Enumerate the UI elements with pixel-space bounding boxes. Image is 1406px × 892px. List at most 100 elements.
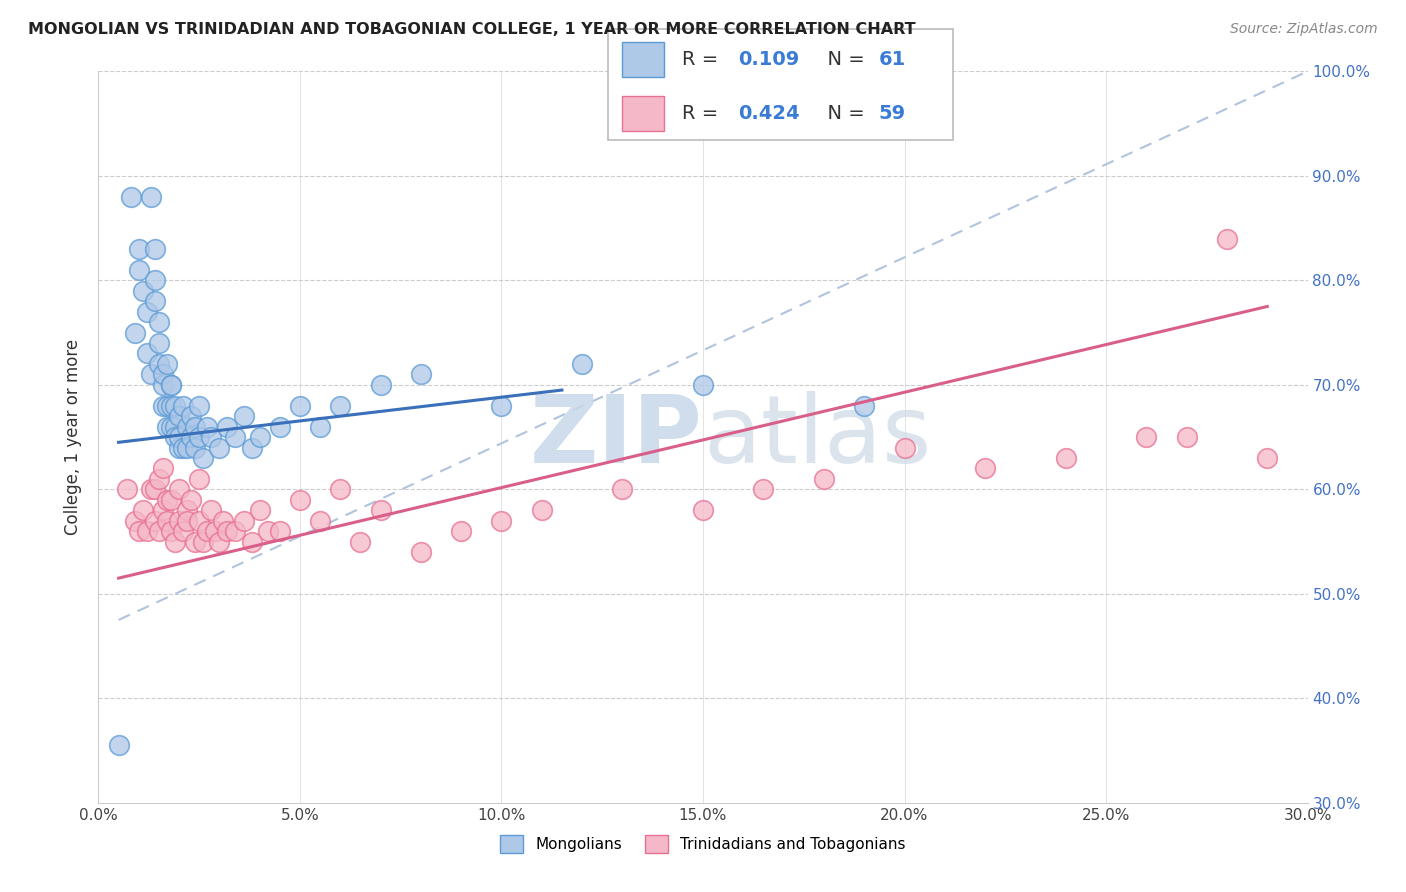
- Point: [160, 377, 183, 392]
- Point: [128, 242, 150, 256]
- Point: [163, 430, 186, 444]
- Point: [893, 441, 915, 455]
- Point: [180, 492, 202, 507]
- Point: [152, 368, 174, 382]
- Point: [176, 503, 198, 517]
- Point: [1216, 231, 1239, 245]
- Point: [184, 534, 207, 549]
- Point: [160, 399, 183, 413]
- Point: [143, 294, 166, 309]
- Point: [224, 430, 246, 444]
- Text: 61: 61: [879, 50, 905, 69]
- Point: [200, 503, 222, 517]
- Point: [163, 534, 186, 549]
- Point: [240, 534, 263, 549]
- Text: 0.109: 0.109: [738, 50, 800, 69]
- Point: [188, 399, 211, 413]
- Point: [156, 492, 179, 507]
- FancyBboxPatch shape: [623, 42, 665, 77]
- Point: [143, 514, 166, 528]
- Point: [450, 524, 472, 538]
- Point: [152, 461, 174, 475]
- Point: [135, 346, 157, 360]
- Point: [256, 524, 278, 538]
- Point: [156, 357, 179, 371]
- Point: [217, 419, 239, 434]
- Point: [148, 336, 170, 351]
- Point: [200, 430, 222, 444]
- Point: [180, 409, 202, 424]
- Point: [167, 514, 190, 528]
- Point: [156, 419, 179, 434]
- Point: [329, 399, 352, 413]
- Point: [143, 273, 166, 287]
- Point: [208, 441, 231, 455]
- Point: [120, 190, 142, 204]
- Text: 59: 59: [879, 104, 905, 123]
- Point: [172, 524, 194, 538]
- Y-axis label: College, 1 year or more: College, 1 year or more: [65, 339, 83, 535]
- Point: [139, 368, 162, 382]
- Point: [163, 419, 186, 434]
- Point: [148, 315, 170, 329]
- Point: [176, 419, 198, 434]
- Point: [152, 399, 174, 413]
- Point: [249, 503, 271, 517]
- Point: [124, 514, 146, 528]
- Point: [132, 503, 155, 517]
- Point: [232, 409, 254, 424]
- Point: [160, 524, 183, 538]
- Point: [269, 419, 291, 434]
- Legend: Mongolians, Trinidadians and Tobagonians: Mongolians, Trinidadians and Tobagonians: [492, 827, 914, 861]
- Point: [1054, 450, 1077, 465]
- Text: R =: R =: [682, 50, 724, 69]
- Text: R =: R =: [682, 104, 724, 123]
- Point: [188, 430, 211, 444]
- Point: [115, 483, 138, 497]
- Point: [288, 399, 311, 413]
- Point: [180, 430, 202, 444]
- Point: [135, 304, 157, 318]
- Point: [139, 483, 162, 497]
- Point: [571, 357, 593, 371]
- Point: [309, 514, 332, 528]
- Point: [195, 524, 218, 538]
- Point: [224, 524, 246, 538]
- Point: [152, 503, 174, 517]
- Point: [370, 377, 392, 392]
- Point: [176, 441, 198, 455]
- Point: [163, 399, 186, 413]
- Point: [195, 419, 218, 434]
- Point: [409, 545, 432, 559]
- Point: [204, 524, 226, 538]
- Point: [139, 190, 162, 204]
- Point: [813, 472, 835, 486]
- Point: [692, 503, 714, 517]
- Point: [240, 441, 263, 455]
- Point: [232, 514, 254, 528]
- Point: [217, 524, 239, 538]
- Point: [249, 430, 271, 444]
- Point: [128, 263, 150, 277]
- Point: [167, 409, 190, 424]
- Point: [156, 399, 179, 413]
- Text: Source: ZipAtlas.com: Source: ZipAtlas.com: [1230, 22, 1378, 37]
- Point: [193, 534, 215, 549]
- Point: [1256, 450, 1278, 465]
- Text: MONGOLIAN VS TRINIDADIAN AND TOBAGONIAN COLLEGE, 1 YEAR OR MORE CORRELATION CHAR: MONGOLIAN VS TRINIDADIAN AND TOBAGONIAN …: [28, 22, 915, 37]
- Text: N =: N =: [815, 104, 872, 123]
- Point: [752, 483, 775, 497]
- Point: [491, 514, 513, 528]
- Point: [167, 483, 190, 497]
- Text: ZIP: ZIP: [530, 391, 703, 483]
- Text: N =: N =: [815, 50, 872, 69]
- Point: [152, 377, 174, 392]
- Point: [188, 472, 211, 486]
- Point: [612, 483, 634, 497]
- Point: [208, 534, 231, 549]
- Point: [107, 739, 129, 753]
- Text: 0.424: 0.424: [738, 104, 800, 123]
- Point: [148, 524, 170, 538]
- Point: [172, 399, 194, 413]
- Point: [156, 514, 179, 528]
